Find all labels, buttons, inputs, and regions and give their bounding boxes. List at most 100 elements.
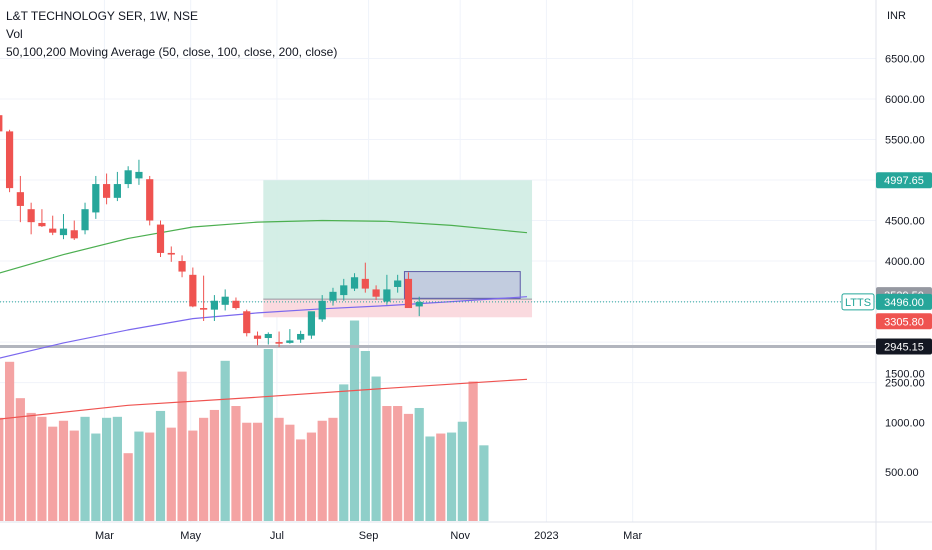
volume-bar [457, 421, 467, 521]
volume-bar [220, 360, 230, 521]
ticker-label: LTTS [845, 297, 871, 309]
price-tick-label: 1500.00 [885, 369, 925, 381]
candle [318, 300, 326, 320]
volume-bar [403, 413, 414, 521]
volume-bar [371, 376, 381, 521]
volume-bar [80, 416, 90, 521]
volume-bar [4, 361, 15, 521]
candle [189, 274, 197, 307]
time-tick-label: May [180, 530, 201, 542]
candle [167, 252, 175, 255]
time-tick-label: Mar [623, 530, 642, 542]
volume-bar [199, 417, 209, 521]
candle [124, 170, 132, 185]
price-tick-label: 6000.00 [885, 94, 925, 106]
volume-bar [393, 406, 403, 521]
ma50-line [0, 219, 528, 274]
volume-bar [134, 431, 144, 521]
volume-bar [242, 422, 252, 521]
volume-bar [177, 371, 187, 521]
candle [0, 115, 3, 132]
candle [383, 289, 391, 302]
price-tick-label: 6500.00 [885, 53, 925, 65]
ma100-line [0, 296, 528, 359]
volume-bar [479, 445, 489, 521]
candle [70, 230, 78, 239]
chart-title: L&T TECHNOLOGY SER, 1W, NSE [6, 9, 199, 23]
consolidation-box[interactable] [403, 271, 521, 299]
volume-bar [188, 430, 198, 521]
volume-bar [285, 424, 295, 521]
price-tag-green [876, 293, 932, 310]
candle [253, 335, 262, 339]
price-tag-label: 2945.15 [884, 342, 924, 354]
price-tick-label: 4000.00 [885, 256, 925, 268]
candle [27, 209, 35, 223]
price-tick-label: 2500.00 [885, 378, 925, 390]
candle [286, 340, 294, 343]
candle [350, 277, 359, 289]
candle [340, 285, 348, 296]
candle [361, 278, 369, 289]
candle [243, 311, 251, 334]
ticker-tag [841, 293, 875, 311]
volume-bar [446, 432, 457, 521]
price-tag-label: 3496.00 [884, 297, 924, 309]
volume-bar [263, 349, 273, 521]
volume-bar [436, 433, 446, 521]
candle [146, 179, 154, 221]
volume-bar [382, 406, 392, 521]
candle [415, 301, 423, 307]
volume-bar [37, 416, 47, 521]
candle [372, 289, 380, 297]
volume-bar [274, 417, 284, 521]
price-tag-label: 4997.65 [884, 175, 924, 187]
volume-bar [296, 439, 306, 521]
volume-bar [102, 417, 112, 521]
candle [221, 296, 229, 305]
candle [113, 184, 121, 198]
time-tick-label: 2023 [534, 530, 558, 542]
candle [135, 171, 143, 179]
volume-bar [317, 420, 327, 521]
price-tick-label: 5500.00 [885, 134, 925, 146]
ma200-line [0, 378, 528, 420]
volume-bar [26, 412, 36, 521]
candle [38, 222, 46, 227]
candle [404, 278, 413, 309]
candle [5, 131, 14, 189]
volume-bar [306, 432, 317, 521]
volume-bar [360, 350, 370, 521]
volume-legend: Vol [6, 27, 23, 41]
volume-bar [166, 427, 176, 521]
volume-bar [414, 407, 424, 521]
candle [178, 261, 186, 272]
volume-bar [328, 417, 338, 521]
stop-loss-zone[interactable] [263, 299, 533, 318]
volume-bar [425, 436, 435, 521]
candle [81, 209, 89, 231]
candle [232, 300, 240, 309]
price-tag-green [876, 172, 932, 189]
candle [59, 228, 68, 236]
candle [200, 308, 208, 310]
volume-bar [112, 416, 122, 521]
time-tick-label: Sep [359, 530, 379, 542]
volume-bar [123, 453, 133, 521]
volume-bar [15, 398, 25, 521]
candle [297, 333, 305, 340]
price-tick-label: 500.00 [885, 467, 919, 479]
volume-bar [48, 426, 58, 521]
candle [156, 224, 165, 253]
candle [103, 184, 111, 198]
candle [49, 228, 57, 233]
price-tag-label: 3305.80 [884, 316, 924, 328]
volume-bar [155, 410, 166, 521]
price-tag-black [876, 338, 932, 355]
volume-bar [349, 320, 360, 521]
volume-bar [0, 417, 4, 521]
price-tick-label: 4500.00 [885, 216, 925, 228]
volume-bar [58, 420, 69, 521]
candle [92, 184, 100, 213]
